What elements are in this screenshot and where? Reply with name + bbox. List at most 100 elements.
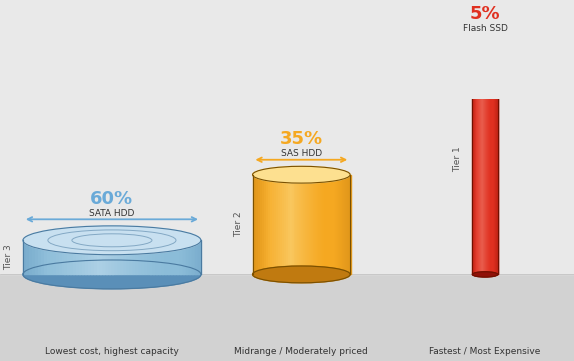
Bar bbox=[288, 175, 290, 274]
Bar bbox=[492, 44, 493, 274]
Bar bbox=[135, 240, 139, 274]
Bar bbox=[327, 175, 329, 274]
Bar bbox=[497, 44, 498, 274]
Bar bbox=[309, 175, 312, 274]
Bar bbox=[254, 175, 257, 274]
Bar bbox=[115, 240, 118, 274]
Bar bbox=[0, 274, 574, 361]
Bar bbox=[284, 175, 286, 274]
Bar bbox=[44, 240, 47, 274]
Bar bbox=[103, 240, 107, 274]
Bar bbox=[61, 240, 65, 274]
Bar bbox=[484, 44, 485, 274]
Bar bbox=[332, 175, 335, 274]
Bar bbox=[56, 240, 59, 274]
Bar bbox=[303, 175, 306, 274]
Bar bbox=[323, 175, 325, 274]
Bar bbox=[142, 240, 145, 274]
Bar bbox=[490, 44, 491, 274]
Bar bbox=[262, 175, 265, 274]
Bar bbox=[38, 240, 41, 274]
Bar bbox=[168, 240, 172, 274]
Bar bbox=[305, 175, 308, 274]
Bar bbox=[290, 175, 292, 274]
Bar bbox=[495, 44, 497, 274]
Bar bbox=[491, 44, 492, 274]
Bar bbox=[112, 240, 115, 274]
Bar bbox=[292, 175, 294, 274]
Ellipse shape bbox=[472, 41, 498, 46]
Bar bbox=[488, 44, 489, 274]
Bar bbox=[474, 44, 475, 274]
Bar bbox=[474, 44, 475, 274]
Bar bbox=[160, 240, 163, 274]
Bar bbox=[192, 240, 196, 274]
Bar bbox=[490, 44, 491, 274]
Bar bbox=[130, 240, 133, 274]
Bar bbox=[171, 240, 174, 274]
Bar bbox=[480, 44, 481, 274]
Bar bbox=[487, 44, 488, 274]
Bar bbox=[493, 44, 494, 274]
Bar bbox=[476, 44, 478, 274]
Bar bbox=[266, 175, 269, 274]
Bar bbox=[106, 240, 110, 274]
Bar bbox=[121, 240, 125, 274]
Bar bbox=[46, 240, 51, 274]
Text: 60%: 60% bbox=[90, 190, 134, 208]
Bar bbox=[315, 175, 317, 274]
Bar bbox=[82, 240, 86, 274]
Bar bbox=[335, 175, 337, 274]
Bar bbox=[475, 44, 476, 274]
Bar bbox=[189, 240, 193, 274]
Bar bbox=[71, 240, 74, 274]
Bar bbox=[109, 240, 113, 274]
Bar bbox=[139, 240, 142, 274]
Bar bbox=[478, 44, 479, 274]
Text: Lowest cost, highest capacity: Lowest cost, highest capacity bbox=[45, 347, 179, 356]
Bar bbox=[148, 240, 151, 274]
Bar bbox=[53, 240, 56, 274]
Bar bbox=[264, 175, 267, 274]
Bar bbox=[73, 240, 77, 274]
Bar bbox=[311, 175, 313, 274]
Bar bbox=[297, 175, 300, 274]
Bar bbox=[35, 240, 38, 274]
Bar bbox=[307, 175, 310, 274]
Bar bbox=[483, 44, 484, 274]
Bar bbox=[278, 175, 281, 274]
Bar bbox=[127, 240, 130, 274]
Bar bbox=[485, 44, 486, 274]
Bar bbox=[293, 175, 296, 274]
Bar bbox=[487, 44, 488, 274]
Bar bbox=[272, 175, 274, 274]
Bar bbox=[257, 175, 259, 274]
Bar bbox=[153, 240, 157, 274]
Bar bbox=[94, 240, 98, 274]
Bar bbox=[340, 175, 343, 274]
Bar bbox=[491, 44, 492, 274]
Bar bbox=[482, 44, 483, 274]
Ellipse shape bbox=[253, 166, 350, 183]
Bar bbox=[32, 240, 36, 274]
Bar bbox=[76, 240, 80, 274]
Bar bbox=[329, 175, 331, 274]
Bar bbox=[331, 175, 333, 274]
Bar bbox=[477, 44, 478, 274]
Bar bbox=[162, 240, 166, 274]
Bar bbox=[481, 44, 482, 274]
Bar bbox=[282, 175, 284, 274]
Bar bbox=[486, 44, 487, 274]
Text: Midrange / Moderately priced: Midrange / Moderately priced bbox=[234, 347, 369, 356]
Bar bbox=[97, 240, 100, 274]
Bar bbox=[495, 44, 496, 274]
Bar bbox=[494, 44, 495, 274]
Bar bbox=[26, 240, 29, 274]
Bar bbox=[118, 240, 122, 274]
Bar bbox=[261, 175, 263, 274]
Ellipse shape bbox=[23, 260, 201, 289]
Bar bbox=[29, 240, 33, 274]
Bar bbox=[480, 44, 482, 274]
Bar bbox=[270, 175, 273, 274]
Bar bbox=[177, 240, 181, 274]
